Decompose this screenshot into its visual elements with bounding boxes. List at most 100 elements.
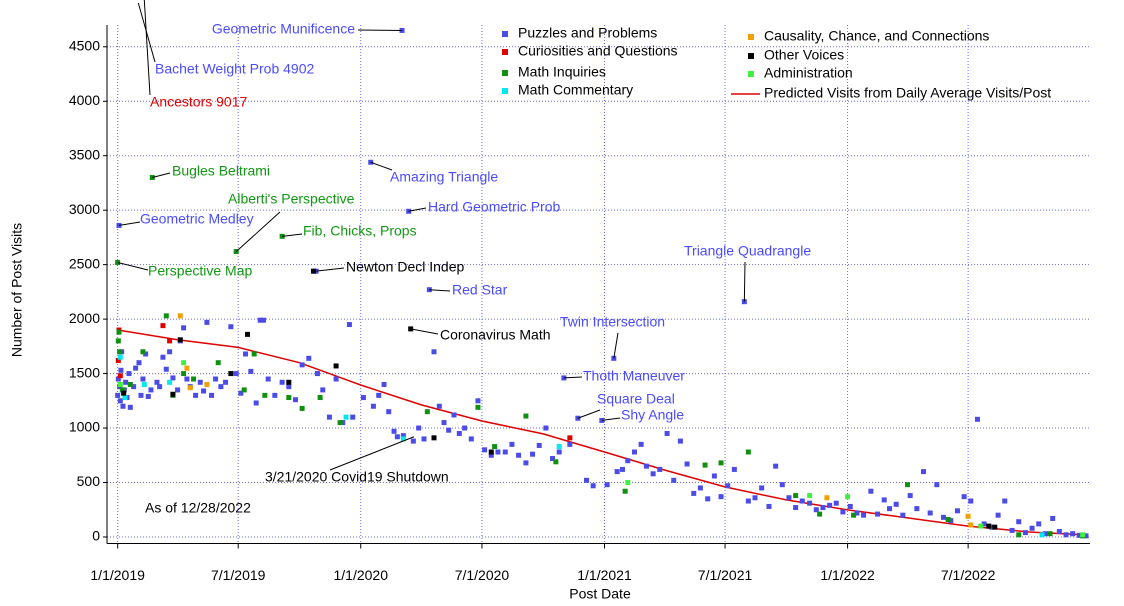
point	[745, 449, 751, 455]
point	[625, 480, 631, 485]
point	[536, 442, 542, 448]
point	[543, 425, 549, 431]
y-tick-label: 4000	[69, 92, 100, 108]
legend-label: Puzzles and Problems	[518, 25, 657, 41]
point	[154, 379, 160, 385]
predicted-line	[117, 329, 1089, 536]
point	[945, 517, 951, 523]
point	[343, 414, 349, 420]
annotation: Bachet Weight Prob 4902	[155, 61, 315, 77]
point	[1036, 521, 1042, 527]
point	[1009, 527, 1015, 533]
annotation-leader	[577, 409, 601, 419]
annotation-leader	[282, 233, 303, 237]
point	[625, 458, 631, 464]
point	[824, 495, 830, 501]
x-tick-label: 1/1/2019	[90, 567, 145, 583]
point	[875, 511, 881, 517]
point	[813, 507, 819, 513]
legend-label: Math Commentary	[518, 82, 633, 98]
point	[115, 392, 121, 398]
point	[900, 512, 906, 518]
point	[622, 488, 628, 494]
point	[1063, 532, 1069, 538]
y-tick-label: 3000	[69, 201, 100, 217]
point	[584, 477, 590, 483]
point	[650, 471, 656, 477]
point	[160, 323, 166, 329]
y-tick-label: 3500	[69, 146, 100, 162]
point	[141, 381, 147, 387]
point	[664, 430, 670, 436]
point	[400, 433, 406, 439]
point	[127, 404, 133, 410]
annotation-leader	[601, 417, 621, 421]
point	[116, 329, 122, 335]
point	[614, 469, 620, 475]
point	[127, 381, 133, 387]
x-tick-label: 7/1/2020	[455, 567, 510, 583]
point	[133, 365, 139, 371]
point	[590, 483, 596, 489]
point	[381, 381, 387, 387]
point	[766, 503, 772, 509]
annotation: Perspective Map	[148, 263, 252, 279]
point	[140, 349, 146, 355]
point	[502, 449, 508, 455]
point	[1022, 530, 1028, 536]
legend-label: Administration	[764, 65, 853, 81]
point	[333, 363, 339, 369]
point	[167, 338, 173, 344]
legend-marker	[748, 34, 754, 40]
point	[117, 398, 123, 404]
x-tick-label: 1/1/2021	[577, 567, 632, 583]
point	[851, 512, 857, 518]
point	[807, 493, 813, 499]
annotation-leader	[563, 376, 583, 379]
legend-marker	[502, 31, 508, 37]
point	[495, 449, 501, 455]
point	[265, 376, 271, 382]
point	[209, 392, 215, 398]
point	[847, 503, 853, 509]
point	[671, 477, 677, 483]
point	[215, 360, 221, 366]
point	[213, 376, 219, 382]
point	[117, 373, 123, 379]
point	[861, 512, 867, 518]
y-tick-label: 0	[92, 528, 100, 544]
x-tick-label: 7/1/2019	[211, 567, 266, 583]
point	[779, 482, 785, 488]
annotation: Square Deal	[597, 391, 675, 407]
point	[115, 376, 121, 382]
point	[567, 441, 573, 447]
point	[157, 384, 163, 390]
point	[233, 371, 239, 377]
point	[705, 496, 711, 502]
point	[948, 518, 954, 524]
annotation: 3/21/2020 Covid19 Shutdown	[265, 469, 449, 485]
point	[121, 390, 127, 396]
point	[456, 430, 462, 436]
point	[854, 510, 860, 516]
annotation: Triangle Quadrangle	[684, 243, 811, 259]
point	[326, 414, 332, 420]
annotation-leader	[118, 221, 141, 226]
point	[167, 349, 173, 355]
point	[1016, 519, 1022, 525]
x-tick-label: 7/1/2022	[941, 567, 996, 583]
point	[475, 398, 481, 404]
annotation-leader	[235, 211, 281, 252]
point	[333, 376, 339, 382]
point	[961, 494, 967, 500]
point	[845, 494, 851, 500]
point	[523, 413, 529, 419]
annotation-leader	[329, 436, 415, 471]
point	[631, 449, 637, 455]
y-tick-label: 2000	[69, 310, 100, 326]
legend-label: Other Voices	[764, 47, 844, 63]
legend-label: Predicted Visits from Daily Average Visi…	[764, 85, 1051, 101]
annotation: Fib, Chicks, Props	[303, 223, 417, 239]
point	[986, 523, 992, 529]
point	[360, 395, 366, 401]
